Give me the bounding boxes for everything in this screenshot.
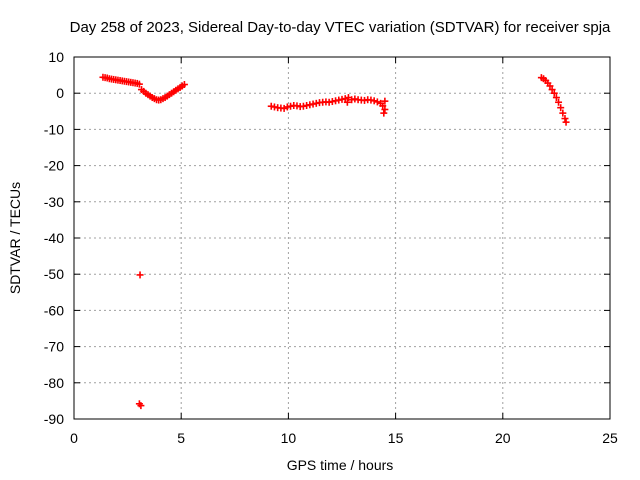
x-tick-label: 5	[177, 430, 185, 446]
data-point	[548, 86, 556, 94]
x-tick-label: 20	[495, 430, 511, 446]
data-point	[562, 118, 570, 126]
x-tick-label: 0	[70, 430, 78, 446]
plot-area-border	[73, 56, 611, 420]
y-tick-label: -10	[44, 121, 64, 137]
y-tick-label: 0	[56, 85, 64, 101]
data-point	[136, 271, 144, 279]
data-point	[381, 97, 389, 105]
data-point	[555, 98, 563, 106]
y-tick-label: -30	[44, 194, 64, 210]
data-point	[370, 97, 378, 105]
y-tick-label: 10	[48, 49, 64, 65]
data-point	[343, 98, 351, 106]
data-points	[99, 73, 570, 410]
x-tick-label: 15	[388, 430, 404, 446]
y-tick-label: -60	[44, 302, 64, 318]
y-tick-label: -50	[44, 266, 64, 282]
y-axis-label: SDTVAR / TECUs	[7, 182, 23, 294]
data-point	[561, 115, 569, 123]
data-point	[559, 109, 567, 117]
y-tick-label: -70	[44, 339, 64, 355]
x-tick-label: 10	[281, 430, 297, 446]
data-point	[280, 104, 288, 112]
data-point	[381, 105, 389, 113]
y-tick-label: -40	[44, 230, 64, 246]
y-tick-label: -20	[44, 158, 64, 174]
data-point	[373, 98, 381, 106]
data-point	[557, 104, 565, 112]
data-point	[135, 80, 143, 88]
axis-ticks: 0 5 10 15 20 25 10 0 -10 -20 -30 -40 -50 -60 -70 -80 -90	[44, 49, 618, 446]
data-point	[341, 95, 349, 103]
data-point	[180, 81, 188, 89]
data-point	[137, 402, 145, 410]
data-point	[550, 89, 558, 97]
grid	[74, 57, 610, 419]
chart-title: Day 258 of 2023, Sidereal Day-to-day VTE…	[70, 19, 611, 36]
data-point	[380, 109, 388, 117]
data-point	[379, 102, 387, 110]
x-axis-label: GPS time / hours	[287, 457, 394, 473]
y-tick-label: -80	[44, 375, 64, 391]
data-point	[546, 82, 554, 90]
x-tick-label: 25	[602, 430, 618, 446]
data-point	[552, 94, 560, 102]
y-tick-label: -90	[44, 411, 64, 427]
